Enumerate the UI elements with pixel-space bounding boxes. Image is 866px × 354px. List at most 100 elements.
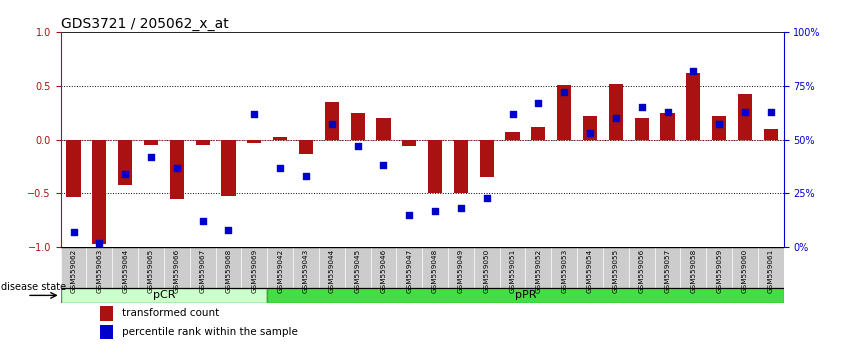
Bar bbox=[118, 139, 132, 185]
Bar bbox=[454, 139, 468, 193]
Point bbox=[687, 68, 701, 74]
Text: GSM559043: GSM559043 bbox=[303, 249, 309, 293]
Point bbox=[170, 165, 184, 170]
Text: GSM559049: GSM559049 bbox=[458, 249, 464, 293]
Bar bbox=[196, 139, 210, 145]
Bar bbox=[144, 139, 158, 145]
Point bbox=[558, 89, 572, 95]
Bar bbox=[377, 118, 391, 139]
Bar bbox=[758, 247, 784, 287]
Bar bbox=[273, 137, 288, 139]
Bar bbox=[707, 247, 732, 287]
Text: GSM559047: GSM559047 bbox=[406, 249, 412, 293]
Text: pPR: pPR bbox=[514, 290, 536, 301]
Bar bbox=[87, 247, 113, 287]
Bar bbox=[190, 247, 216, 287]
Point bbox=[532, 100, 546, 106]
Point bbox=[93, 240, 107, 246]
Point bbox=[738, 109, 752, 114]
Bar bbox=[402, 139, 417, 146]
Point bbox=[609, 115, 623, 121]
Bar bbox=[629, 247, 655, 287]
Point bbox=[403, 212, 417, 218]
Text: GSM559064: GSM559064 bbox=[122, 249, 128, 293]
Bar bbox=[609, 84, 623, 139]
Bar bbox=[712, 116, 727, 139]
Bar bbox=[552, 247, 577, 287]
Text: GSM559062: GSM559062 bbox=[70, 249, 76, 293]
Bar bbox=[531, 127, 546, 139]
Point bbox=[67, 229, 81, 235]
Text: GSM559067: GSM559067 bbox=[200, 249, 205, 293]
Text: GSM559050: GSM559050 bbox=[484, 249, 490, 293]
Point bbox=[144, 154, 158, 160]
Bar bbox=[428, 139, 443, 193]
Bar bbox=[61, 247, 87, 287]
Point bbox=[428, 208, 442, 213]
Text: percentile rank within the sample: percentile rank within the sample bbox=[122, 327, 298, 337]
Point bbox=[764, 109, 778, 114]
Bar bbox=[738, 94, 752, 139]
Bar bbox=[61, 287, 268, 303]
Bar bbox=[681, 247, 707, 287]
Text: GSM559046: GSM559046 bbox=[380, 249, 386, 293]
Text: GSM559063: GSM559063 bbox=[96, 249, 102, 293]
Point bbox=[222, 227, 236, 233]
Text: GSM559057: GSM559057 bbox=[664, 249, 670, 293]
Bar bbox=[268, 287, 784, 303]
Point bbox=[454, 206, 468, 211]
Text: GSM559058: GSM559058 bbox=[690, 249, 696, 293]
Text: disease state: disease state bbox=[1, 282, 66, 292]
Bar bbox=[100, 325, 113, 339]
Bar bbox=[170, 139, 184, 199]
Text: GSM559051: GSM559051 bbox=[509, 249, 515, 293]
Point bbox=[635, 104, 649, 110]
Bar bbox=[247, 139, 262, 143]
Text: GSM559048: GSM559048 bbox=[432, 249, 438, 293]
Text: GSM559060: GSM559060 bbox=[742, 249, 748, 293]
Bar bbox=[506, 132, 520, 139]
Bar bbox=[423, 247, 448, 287]
Point bbox=[273, 165, 287, 170]
Bar bbox=[732, 247, 758, 287]
Text: GSM559065: GSM559065 bbox=[148, 249, 154, 293]
Text: GSM559068: GSM559068 bbox=[225, 249, 231, 293]
Bar bbox=[583, 116, 598, 139]
Bar bbox=[655, 247, 681, 287]
Point bbox=[196, 218, 210, 224]
Bar bbox=[268, 247, 293, 287]
Bar bbox=[577, 247, 603, 287]
Bar bbox=[319, 247, 345, 287]
Bar bbox=[557, 85, 572, 139]
Bar bbox=[603, 247, 629, 287]
Point bbox=[712, 122, 726, 127]
Bar bbox=[216, 247, 242, 287]
Text: GSM559061: GSM559061 bbox=[768, 249, 774, 293]
Bar bbox=[138, 247, 164, 287]
Bar bbox=[474, 247, 500, 287]
Point bbox=[480, 195, 494, 200]
Bar bbox=[113, 247, 138, 287]
Bar bbox=[397, 247, 422, 287]
Text: GSM559052: GSM559052 bbox=[535, 249, 541, 293]
Bar bbox=[242, 247, 268, 287]
Point bbox=[583, 130, 597, 136]
Bar bbox=[686, 73, 701, 139]
Text: GSM559054: GSM559054 bbox=[587, 249, 593, 293]
Point bbox=[377, 162, 391, 168]
Text: GSM559044: GSM559044 bbox=[329, 249, 335, 293]
Bar bbox=[325, 102, 339, 139]
Point bbox=[351, 143, 365, 149]
Bar bbox=[480, 139, 494, 177]
Bar bbox=[448, 247, 474, 287]
Text: GSM559042: GSM559042 bbox=[277, 249, 283, 293]
Text: GSM559053: GSM559053 bbox=[561, 249, 567, 293]
Text: GDS3721 / 205062_x_at: GDS3721 / 205062_x_at bbox=[61, 17, 229, 31]
Bar bbox=[67, 139, 81, 196]
Bar bbox=[299, 139, 313, 154]
Text: GSM559055: GSM559055 bbox=[613, 249, 619, 293]
Point bbox=[325, 122, 339, 127]
Point bbox=[248, 111, 262, 116]
Bar bbox=[635, 118, 649, 139]
Bar bbox=[222, 139, 236, 195]
